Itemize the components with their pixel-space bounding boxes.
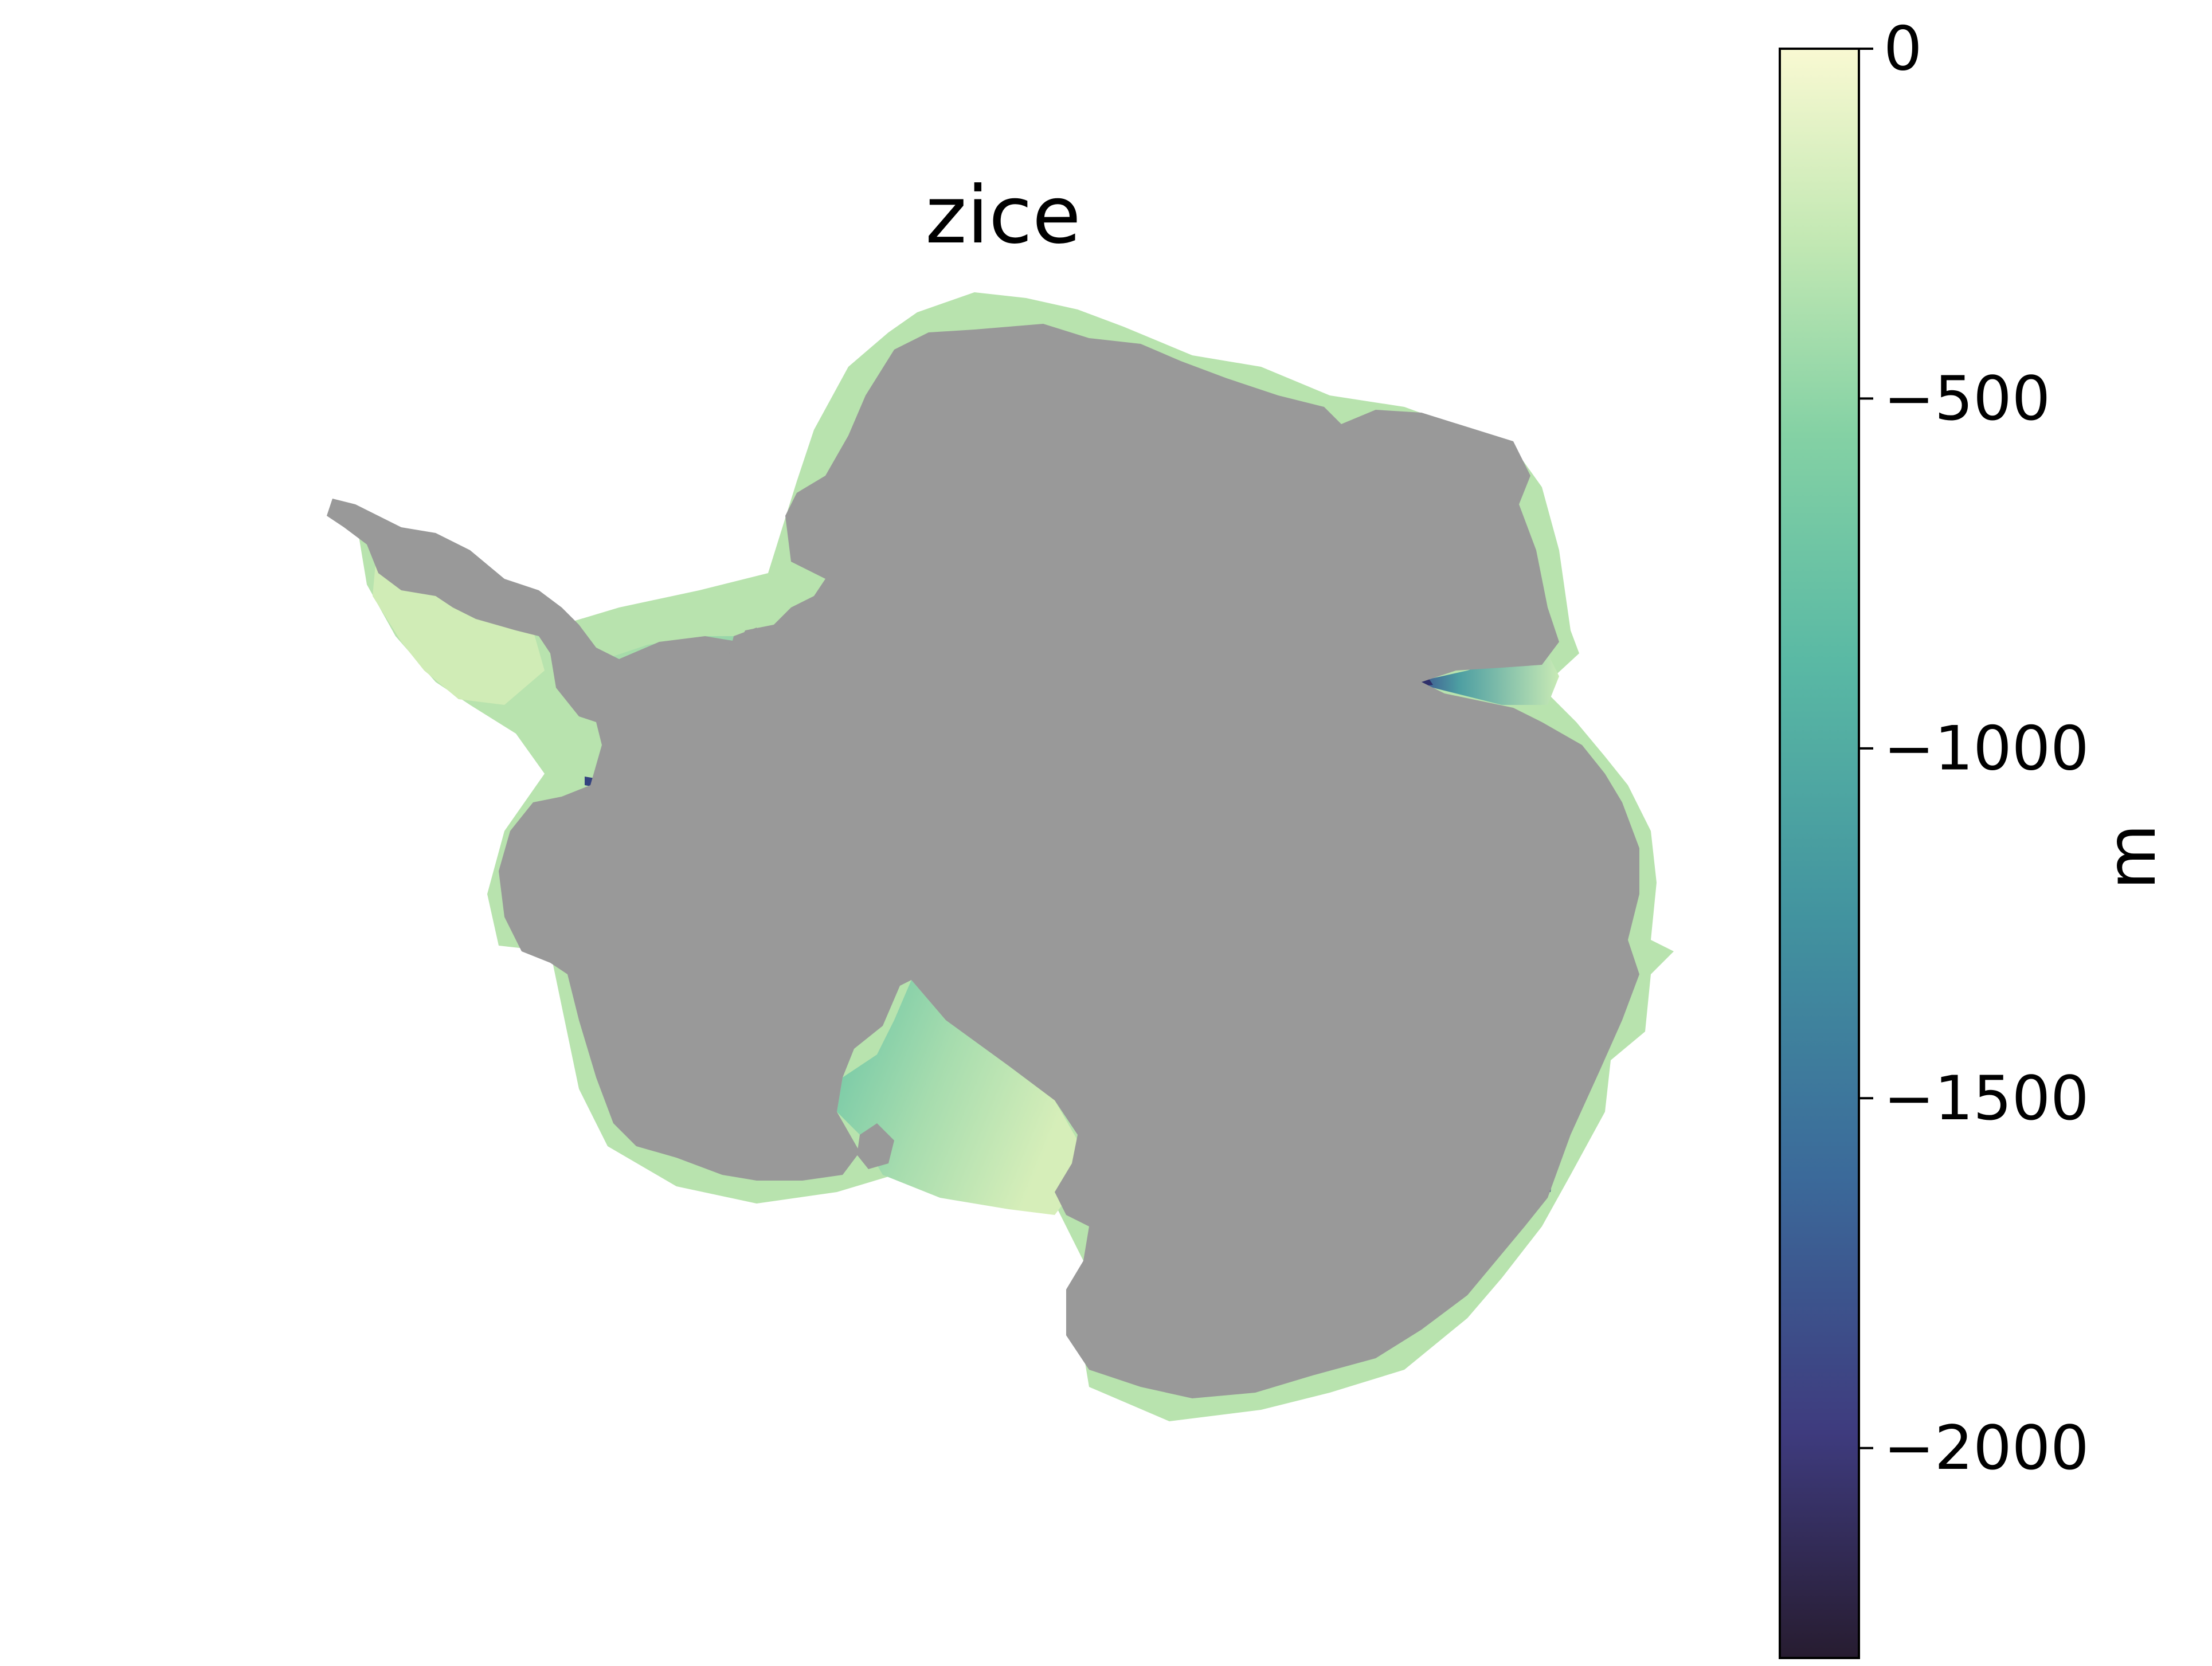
- colorbar-tick-label: −2000: [1884, 1413, 2089, 1483]
- antarctica-landmass: [327, 324, 1639, 1398]
- colorbar-tick-label: −500: [1884, 363, 2050, 434]
- colorbar: 0 −500 −1000 −1500 −2000: [1779, 14, 2089, 1659]
- roosevelt-island: [857, 1123, 894, 1169]
- amery-ice-shelf: [1416, 653, 1559, 705]
- colorbar-label: m: [2092, 824, 2171, 890]
- colorbar-tick-label: −1500: [1884, 1063, 2089, 1134]
- berkner-island: [728, 628, 774, 728]
- map-title: zice: [925, 169, 1081, 261]
- colorbar-gradient: [1779, 48, 1860, 1659]
- colorbar-tick-label: −1000: [1884, 713, 2089, 783]
- colorbar-tick-label: 0: [1884, 14, 1922, 84]
- ross-ice-shelf: [837, 980, 1078, 1215]
- grounded-ice: [327, 324, 1639, 1398]
- colorbar-ticks: 0 −500 −1000 −1500 −2000: [1859, 14, 2089, 1483]
